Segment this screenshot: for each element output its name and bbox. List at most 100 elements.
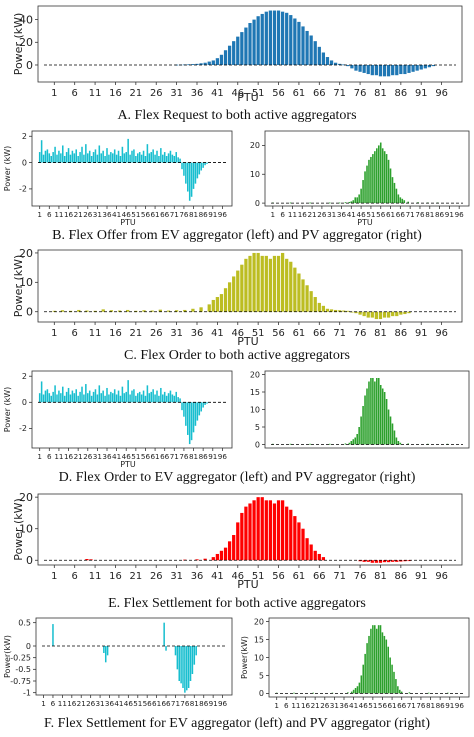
x-tick-label: 36 xyxy=(105,699,115,708)
bar xyxy=(110,391,112,403)
x-tick-label: 56 xyxy=(272,328,285,339)
bar xyxy=(171,154,174,163)
bar xyxy=(44,150,47,163)
bar xyxy=(362,180,364,204)
x-tick-label: 1 xyxy=(51,88,57,99)
y-axis-label: Power(kW) xyxy=(3,635,12,678)
x-tick-label: 81 xyxy=(425,210,434,219)
bar xyxy=(309,544,313,561)
x-tick-label: 16 xyxy=(64,452,74,461)
x-tick-label: 6 xyxy=(47,452,52,461)
bar xyxy=(387,159,390,204)
bar xyxy=(411,64,415,72)
bar xyxy=(313,297,317,312)
x-tick-label: 76 xyxy=(354,328,367,339)
bar xyxy=(395,560,399,562)
bar xyxy=(81,386,83,403)
bar xyxy=(133,389,135,403)
x-tick-label: 1 xyxy=(274,701,279,710)
x-tick-label: 56 xyxy=(141,452,151,461)
bar xyxy=(252,252,256,312)
bar xyxy=(137,393,139,403)
y-tick-label: 10 xyxy=(19,276,33,289)
bar xyxy=(104,646,107,663)
bar xyxy=(125,152,127,163)
bar xyxy=(329,60,334,65)
bar xyxy=(372,154,374,204)
bar xyxy=(103,646,105,653)
bar xyxy=(67,387,70,403)
bar xyxy=(244,27,248,65)
x-tick-label: 96 xyxy=(435,88,448,99)
bar xyxy=(393,671,395,694)
bar xyxy=(223,288,228,312)
bar xyxy=(244,506,248,561)
x-tick-label: 26 xyxy=(150,328,163,339)
y-tick-label: 20 xyxy=(250,370,260,379)
bar xyxy=(215,58,220,65)
x-tick-label: 41 xyxy=(112,452,121,461)
x-tick-label: 21 xyxy=(77,699,86,708)
bar xyxy=(370,378,372,445)
x-tick-label: 26 xyxy=(86,699,96,708)
y-tick-label: -0.75 xyxy=(10,677,31,686)
x-tick-label: 76 xyxy=(415,210,425,219)
bar xyxy=(374,311,379,320)
bar xyxy=(81,146,83,163)
x-tick-label: 86 xyxy=(395,571,408,582)
bar xyxy=(188,162,191,201)
bar xyxy=(232,276,236,312)
bar xyxy=(211,557,215,561)
x-tick-label: 66 xyxy=(396,210,406,219)
x-tick-label: 26 xyxy=(83,210,93,219)
x-tick-label: 71 xyxy=(333,88,346,99)
bar xyxy=(193,646,196,665)
bar xyxy=(123,393,126,403)
bar xyxy=(142,150,145,163)
bar xyxy=(115,394,118,403)
bar xyxy=(174,646,177,656)
bar xyxy=(252,19,256,65)
y-tick-label: 20 xyxy=(254,617,264,626)
bar xyxy=(190,162,193,197)
bar xyxy=(386,311,391,318)
bar xyxy=(108,154,110,163)
bar xyxy=(397,194,400,204)
x-tick-label: 61 xyxy=(293,88,306,99)
bar xyxy=(119,395,122,403)
bar xyxy=(248,503,252,561)
bar xyxy=(370,628,372,694)
x-tick-label: 1 xyxy=(37,210,42,219)
x-tick-label: 21 xyxy=(307,210,316,219)
bar xyxy=(227,45,232,65)
bar xyxy=(232,535,236,561)
bar xyxy=(121,146,124,163)
bar xyxy=(276,500,281,561)
x-tick-label: 46 xyxy=(231,571,244,582)
bar xyxy=(169,390,172,403)
bar xyxy=(134,310,138,312)
x-tick-label: 86 xyxy=(395,328,408,339)
bar xyxy=(352,439,355,445)
y-tick-label: -0.5 xyxy=(15,665,31,674)
bar xyxy=(183,402,185,417)
bar xyxy=(374,560,379,563)
bar xyxy=(79,152,81,163)
x-tick-label: 21 xyxy=(130,571,143,582)
bar xyxy=(165,395,168,403)
bar xyxy=(223,50,228,65)
bar xyxy=(383,635,386,694)
y-tick-label: 0 xyxy=(22,158,27,167)
x-tick-label: 91 xyxy=(415,88,428,99)
bar xyxy=(268,10,273,65)
x-tick-label: 6 xyxy=(47,210,52,219)
bar xyxy=(387,409,390,445)
x-tick-label: 16 xyxy=(109,571,122,582)
bar xyxy=(179,398,181,403)
bar xyxy=(309,202,311,204)
x-tick-label: 81 xyxy=(426,701,435,710)
x-tick-label: 51 xyxy=(252,328,265,339)
bar xyxy=(289,15,293,65)
